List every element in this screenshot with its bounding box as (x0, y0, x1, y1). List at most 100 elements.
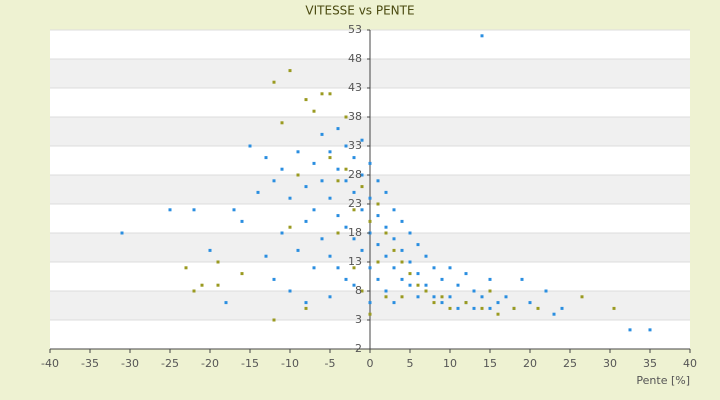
point (184, 266, 188, 270)
point (200, 283, 204, 287)
point (360, 289, 364, 293)
x-tick-label: 10 (443, 357, 457, 370)
point (280, 167, 284, 171)
point (304, 185, 308, 189)
point (360, 208, 364, 212)
point (296, 173, 300, 177)
point (344, 277, 348, 281)
point (384, 289, 388, 293)
point (304, 98, 308, 102)
y-tick-label: 3 (355, 313, 362, 326)
point (272, 277, 276, 281)
point (392, 301, 396, 305)
x-tick-label: -25 (161, 357, 179, 370)
point (464, 301, 468, 305)
point (392, 208, 396, 212)
point (352, 208, 356, 212)
point (488, 289, 492, 293)
point (120, 231, 124, 235)
point (376, 214, 380, 218)
point (344, 225, 348, 229)
point (368, 161, 372, 165)
point (376, 260, 380, 264)
point (304, 301, 308, 305)
point (224, 301, 228, 305)
point (352, 190, 356, 194)
point (400, 295, 404, 299)
point (376, 202, 380, 206)
point (328, 92, 332, 96)
point (400, 260, 404, 264)
point (312, 266, 316, 270)
y-tick-label: 13 (348, 255, 362, 268)
point (408, 272, 412, 276)
y-tick-label: 23 (348, 197, 362, 210)
point (288, 289, 292, 293)
point (376, 243, 380, 247)
y-tick-label: 38 (348, 110, 362, 123)
y-tick-label: 48 (348, 52, 362, 65)
x-tick-label: 20 (523, 357, 537, 370)
point (400, 219, 404, 223)
point (440, 295, 444, 299)
point (416, 283, 420, 287)
point (544, 289, 548, 293)
x-tick-label: -35 (81, 357, 99, 370)
point (288, 69, 292, 73)
x-tick-label: -30 (121, 357, 139, 370)
point (264, 156, 268, 160)
point (472, 306, 476, 310)
point (408, 260, 412, 264)
point (432, 301, 436, 305)
point (456, 283, 460, 287)
point (368, 312, 372, 316)
point (360, 248, 364, 252)
point (192, 289, 196, 293)
point (520, 277, 524, 281)
point (328, 156, 332, 160)
point (304, 219, 308, 223)
point (552, 312, 556, 316)
point (368, 219, 372, 223)
point (320, 132, 324, 136)
x-tick-label: 35 (643, 357, 657, 370)
point (416, 295, 420, 299)
point (208, 248, 212, 252)
point (168, 208, 172, 212)
point (512, 306, 516, 310)
point (312, 161, 316, 165)
point (648, 328, 652, 332)
point (472, 289, 476, 293)
y-tick-label: -2 (351, 342, 362, 355)
point (464, 272, 468, 276)
chart-title: VITESSE vs PENTE (305, 4, 414, 18)
point (264, 254, 268, 258)
point (408, 283, 412, 287)
point (352, 156, 356, 160)
point (280, 231, 284, 235)
point (384, 190, 388, 194)
y-tick-label: 28 (348, 168, 362, 181)
point (296, 248, 300, 252)
point (440, 277, 444, 281)
point (384, 225, 388, 229)
point (424, 254, 428, 258)
point (408, 231, 412, 235)
point (376, 179, 380, 183)
point (448, 306, 452, 310)
point (296, 150, 300, 154)
x-tick-label: 15 (483, 357, 497, 370)
point (256, 190, 260, 194)
point (528, 301, 532, 305)
point (232, 208, 236, 212)
point (448, 295, 452, 299)
point (336, 179, 340, 183)
y-tick-label: 53 (348, 23, 362, 36)
point (320, 237, 324, 241)
x-tick-label: 5 (407, 357, 414, 370)
point (432, 266, 436, 270)
point (216, 260, 220, 264)
point (352, 266, 356, 270)
point (440, 301, 444, 305)
